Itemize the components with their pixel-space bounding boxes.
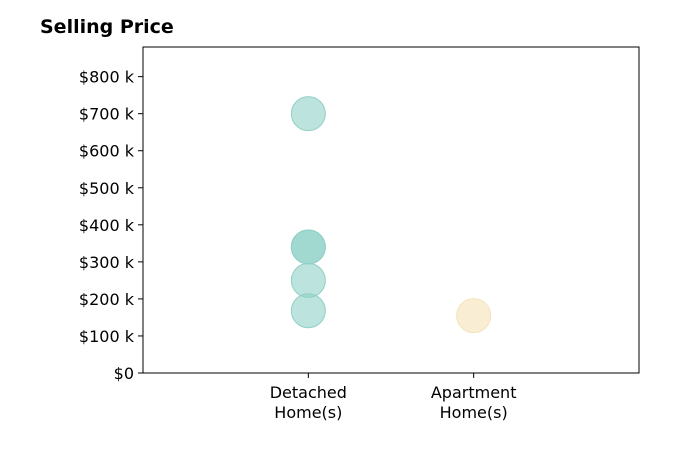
plot-frame: [142, 46, 640, 374]
y-axis: $0 $100 k $200 k $300 k $400 k $500 k $600 k $7…: [79, 68, 143, 383]
y-tick-label: $700 k: [79, 105, 135, 124]
scatter-point: [456, 298, 492, 334]
chart-title: Selling Price: [40, 16, 174, 38]
y-tick-label: $300 k: [79, 253, 135, 272]
y-tick-label: $500 k: [79, 179, 135, 198]
scatter-point: [290, 229, 326, 265]
scatter-point: [290, 262, 326, 298]
x-tick-label: Apartment Home(s): [431, 383, 517, 422]
y-tick-label: $600 k: [79, 142, 135, 161]
y-tick-label: $0: [114, 364, 134, 383]
scatter-point: [290, 293, 326, 329]
y-tick-label: $100 k: [79, 327, 135, 346]
x-tick-label: Detached Home(s): [270, 383, 347, 422]
y-tick-label: $400 k: [79, 216, 135, 235]
y-tick-label: $800 k: [79, 68, 135, 87]
y-tick-label: $200 k: [79, 290, 135, 309]
x-axis: Detached Home(s) Apartment Home(s): [270, 373, 517, 422]
scatter-point: [290, 96, 326, 132]
chart-marks: [290, 96, 492, 334]
